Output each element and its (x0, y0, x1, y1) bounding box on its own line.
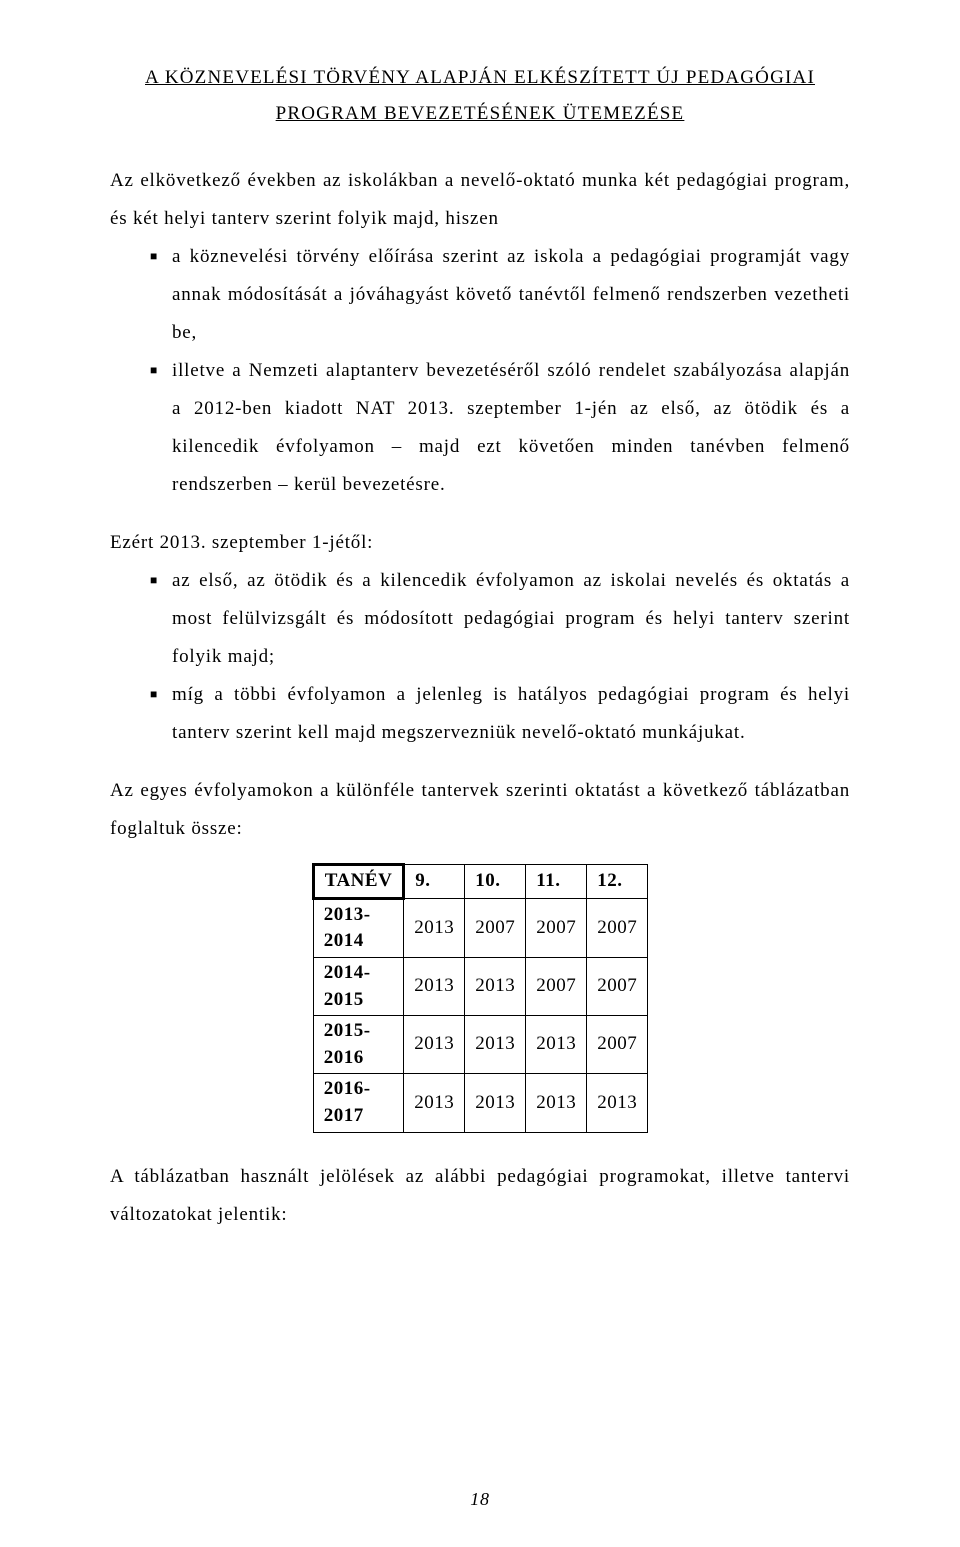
row-label-bottom: 2016 (324, 1047, 364, 1068)
table-row: 2016- 2017 2013 2013 2013 2013 (313, 1074, 648, 1132)
row-label: 2016- 2017 (313, 1074, 404, 1132)
table-cell: 2007 (526, 898, 587, 957)
table-row: 2013- 2014 2013 2007 2007 2007 (313, 898, 648, 957)
row-label: 2015- 2016 (313, 1016, 404, 1074)
table-cell: 2013 (465, 957, 526, 1015)
closing-paragraph: A táblázatban használt jelölések az aláb… (110, 1158, 850, 1234)
table-cell: 2007 (465, 898, 526, 957)
section-lead: Ezért 2013. szeptember 1-jétől: (110, 524, 850, 562)
list-item: illetve a Nemzeti alaptanterv bevezetésé… (150, 352, 850, 504)
row-label-top: 2013- (324, 904, 371, 925)
col-header: 11. (526, 865, 587, 899)
row-label-bottom: 2014 (324, 930, 364, 951)
table-cell: 2013 (526, 1016, 587, 1074)
table-cell: 2013 (465, 1074, 526, 1132)
table-cell: 2013 (526, 1074, 587, 1132)
table-cell: 2007 (587, 898, 648, 957)
list-item: míg a többi évfolyamon a jelenleg is hat… (150, 676, 850, 752)
table-cell: 2007 (587, 1016, 648, 1074)
table-row: 2015- 2016 2013 2013 2013 2007 (313, 1016, 648, 1074)
table-header-row: TANÉV 9. 10. 11. 12. (313, 865, 648, 899)
table-intro: Az egyes évfolyamokon a különféle tanter… (110, 772, 850, 848)
list-item: az első, az ötödik és a kilencedik évfol… (150, 562, 850, 676)
list-item: a köznevelési törvény előírása szerint a… (150, 238, 850, 352)
table-cell: 2013 (404, 1074, 465, 1132)
table-cell: 2007 (587, 957, 648, 1015)
row-label: 2014- 2015 (313, 957, 404, 1015)
table-row: 2014- 2015 2013 2013 2007 2007 (313, 957, 648, 1015)
row-label-bottom: 2015 (324, 989, 364, 1010)
bullet-list-2: az első, az ötödik és a kilencedik évfol… (110, 562, 850, 752)
title-line-2: PROGRAM BEVEZETÉSÉNEK ÜTEMEZÉSE (276, 103, 685, 124)
row-label-top: 2014- (324, 962, 371, 983)
table-head-label: TANÉV (313, 865, 404, 899)
table-cell: 2013 (404, 957, 465, 1015)
row-label-top: 2015- (324, 1020, 371, 1041)
table-cell: 2013 (404, 898, 465, 957)
table-cell: 2007 (526, 957, 587, 1015)
page-number: 18 (0, 1481, 960, 1517)
table-cell: 2013 (465, 1016, 526, 1074)
title-line-1: A KÖZNEVELÉSI TÖRVÉNY ALAPJÁN ELKÉSZÍTET… (145, 67, 815, 88)
row-label-top: 2016- (324, 1078, 371, 1099)
page-title: A KÖZNEVELÉSI TÖRVÉNY ALAPJÁN ELKÉSZÍTET… (110, 60, 850, 132)
document-page: A KÖZNEVELÉSI TÖRVÉNY ALAPJÁN ELKÉSZÍTET… (0, 0, 960, 1547)
col-header: 10. (465, 865, 526, 899)
table-container: TANÉV 9. 10. 11. 12. 2013- 2014 2013 200… (110, 863, 850, 1132)
table-cell: 2013 (587, 1074, 648, 1132)
bullet-list-1: a köznevelési törvény előírása szerint a… (110, 238, 850, 504)
col-header: 12. (587, 865, 648, 899)
table-cell: 2013 (404, 1016, 465, 1074)
row-label: 2013- 2014 (313, 898, 404, 957)
intro-paragraph: Az elkövetkező években az iskolákban a n… (110, 162, 850, 238)
col-header: 9. (404, 865, 465, 899)
curriculum-table: TANÉV 9. 10. 11. 12. 2013- 2014 2013 200… (312, 863, 649, 1132)
row-label-bottom: 2017 (324, 1105, 364, 1126)
